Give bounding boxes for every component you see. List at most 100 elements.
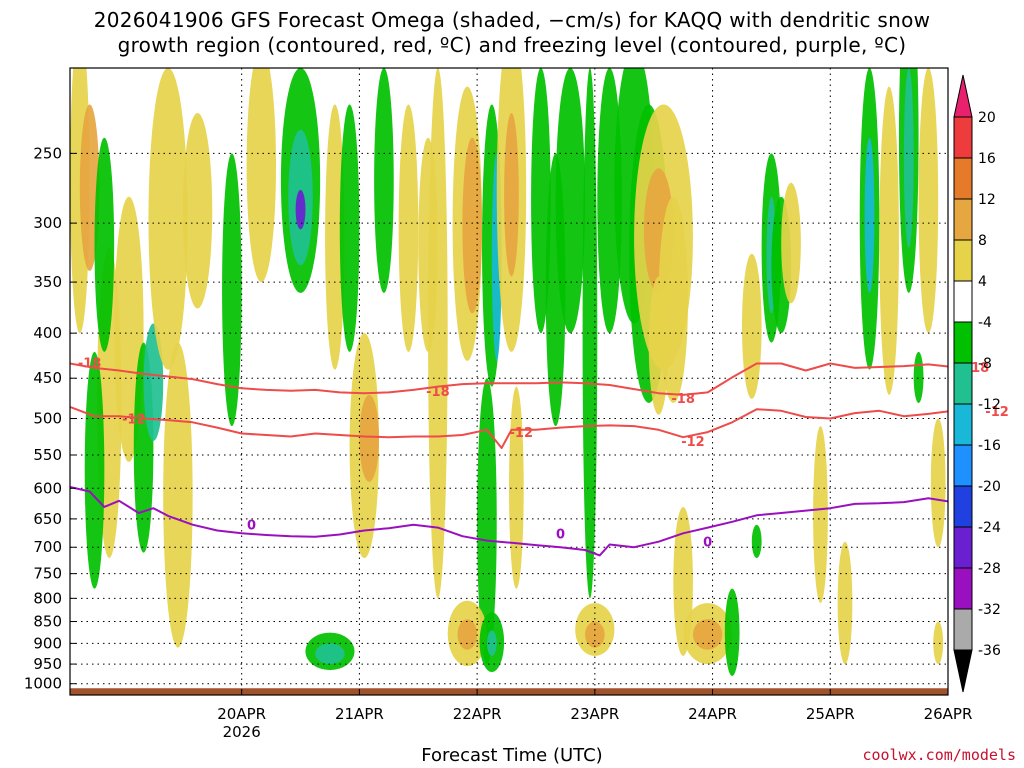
colorbar-label: -28 bbox=[978, 561, 1001, 577]
y-tick-label: 300 bbox=[33, 214, 62, 232]
omega-cell bbox=[555, 68, 586, 334]
x-tick-label: 26APR bbox=[924, 705, 973, 723]
omega-cell bbox=[751, 524, 762, 559]
omega-cell bbox=[339, 104, 360, 352]
y-tick-label: 850 bbox=[33, 613, 62, 631]
grid-lines bbox=[70, 68, 949, 695]
omega-cell bbox=[315, 643, 345, 665]
x-tick-label: 25APR bbox=[806, 705, 855, 723]
colorbar-label: 4 bbox=[978, 274, 987, 290]
omega-cell bbox=[295, 189, 306, 230]
y-tick-label: 950 bbox=[33, 655, 62, 673]
x-tick-label: 23APR bbox=[570, 705, 619, 723]
y-axis-ticks: 250 300 350 400 450 500 550 600 650 700 750 800 850 9… bbox=[24, 144, 76, 693]
y-tick-label: 750 bbox=[33, 565, 62, 583]
omega-cell bbox=[398, 104, 419, 352]
colorbar-segment bbox=[953, 116, 973, 159]
contour-label: -12 bbox=[985, 405, 1009, 420]
colorbar-segment bbox=[953, 362, 973, 405]
contour-label: -12 bbox=[510, 426, 534, 441]
x-axis-label: Forecast Time (UTC) bbox=[421, 745, 603, 766]
colorbar-top-arrow bbox=[953, 74, 973, 118]
omega-cell bbox=[741, 253, 762, 399]
omega-cell bbox=[374, 68, 394, 293]
y-tick-label: 550 bbox=[33, 446, 62, 464]
contour-label: 0 bbox=[247, 519, 256, 534]
colorbar-bottom-arrow bbox=[953, 649, 973, 693]
omega-cell bbox=[325, 104, 345, 370]
contour-line-0 bbox=[70, 486, 948, 557]
colorbar-segment bbox=[953, 444, 973, 487]
x-tick-label: 24APR bbox=[688, 705, 737, 723]
omega-cell bbox=[692, 619, 723, 650]
contour-label: -12 bbox=[681, 435, 705, 450]
contour-label: -18 bbox=[78, 357, 102, 372]
omega-cell bbox=[428, 68, 448, 599]
colorbar-segment bbox=[953, 239, 973, 282]
contour-line-minus18 bbox=[70, 362, 948, 396]
omega-cell bbox=[837, 541, 853, 665]
colorbar-segment bbox=[953, 567, 973, 610]
omega-cell bbox=[879, 86, 899, 395]
omega-cell bbox=[930, 418, 946, 548]
y-tick-label: 500 bbox=[33, 410, 62, 428]
omega-cell bbox=[918, 68, 939, 334]
omega-cell bbox=[531, 68, 551, 334]
omega-cell bbox=[582, 68, 598, 599]
omega-cell bbox=[462, 137, 483, 314]
colorbar-label: 20 bbox=[978, 110, 996, 126]
colorbar-segment bbox=[953, 157, 973, 200]
colorbar: 20 16 12 8 4 -4 -8 -12 -16 -20 -24 -28 -32 -36 bbox=[953, 74, 1001, 693]
terrain-fill bbox=[70, 688, 948, 695]
omega-cell bbox=[163, 342, 193, 648]
y-tick-label: 900 bbox=[33, 634, 62, 652]
contour-line-minus12 bbox=[70, 405, 948, 449]
omega-cell bbox=[486, 630, 497, 656]
terrain-band bbox=[70, 688, 948, 695]
contour-label: -18 bbox=[426, 385, 450, 400]
y-tick-label: 1000 bbox=[24, 675, 62, 693]
colorbar-label: -36 bbox=[978, 643, 1001, 659]
omega-cell bbox=[1002, 68, 1022, 333]
y-tick-label: 600 bbox=[33, 479, 62, 497]
omega-cell bbox=[597, 68, 622, 334]
colorbar-label: -20 bbox=[978, 479, 1001, 495]
omega-cell bbox=[148, 68, 188, 370]
y-tick-label: 450 bbox=[33, 369, 62, 387]
omega-cell bbox=[864, 137, 875, 293]
omega-cell bbox=[781, 182, 801, 304]
x-tick-label: 20APR bbox=[217, 705, 266, 723]
contour-label: 0 bbox=[556, 527, 565, 542]
omega-shading bbox=[70, 68, 1022, 676]
omega-cell bbox=[1012, 210, 1022, 323]
omega-cell bbox=[903, 68, 914, 248]
colorbar-label: -16 bbox=[978, 438, 1001, 454]
colorbar-label: -32 bbox=[978, 602, 1001, 618]
y-tick-label: 250 bbox=[33, 144, 62, 162]
y-tick-label: 800 bbox=[33, 589, 62, 607]
colorbar-segment bbox=[953, 526, 973, 569]
omega-cell bbox=[222, 153, 242, 427]
omega-cell bbox=[246, 68, 277, 283]
contour-label: 0 bbox=[703, 536, 712, 551]
colorbar-label: -8 bbox=[978, 356, 992, 372]
x-tick-label: 21APR bbox=[335, 705, 384, 723]
omega-cell bbox=[648, 276, 669, 415]
colorbar-segment bbox=[953, 280, 973, 323]
contour-label: -12 bbox=[122, 413, 146, 428]
contour-labels: -18-12-18-12-18-12-18-120000 bbox=[78, 357, 1009, 551]
colorbar-label: 12 bbox=[978, 192, 996, 208]
x-tick-label: 22APR bbox=[453, 705, 502, 723]
omega-cell bbox=[913, 351, 924, 403]
chart-title-line1: 2026041906 GFS Forecast Omega (shaded, −… bbox=[93, 8, 931, 32]
colorbar-label: -24 bbox=[978, 520, 1001, 536]
colorbar-segment bbox=[953, 608, 973, 651]
x-tick-sublabel: 2026 bbox=[223, 723, 261, 741]
colorbar-label: -12 bbox=[978, 397, 1001, 413]
colorbar-label: -4 bbox=[978, 315, 992, 331]
chart-title-line2: growth region (contoured, red, ºC) and f… bbox=[117, 33, 907, 57]
source-credit: coolwx.com/models bbox=[862, 746, 1016, 764]
colorbar-segment bbox=[953, 485, 973, 528]
